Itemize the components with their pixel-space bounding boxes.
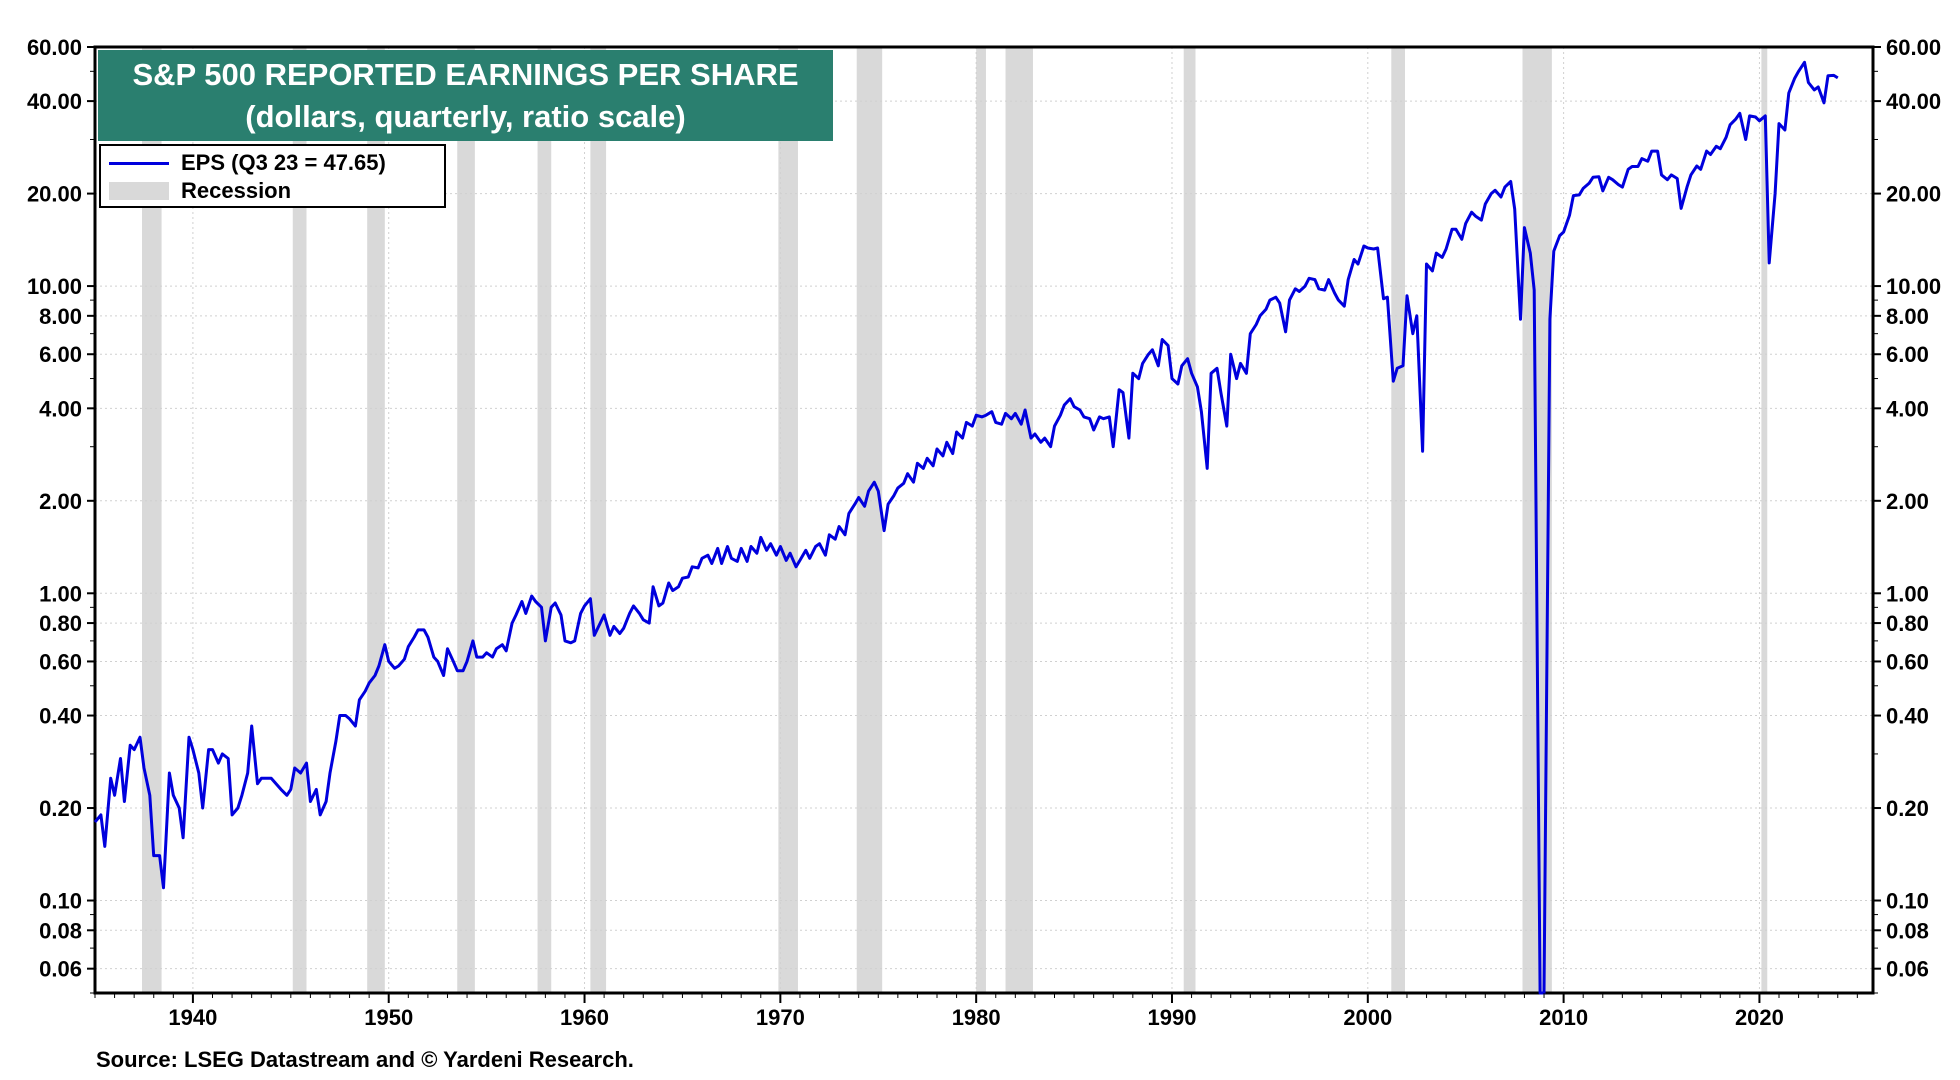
chart-title: S&P 500 REPORTED EARNINGS PER SHARE [132,57,799,92]
x-tick-label: 2010 [1539,1005,1588,1030]
y-tick-label-right: 0.40 [1886,704,1929,729]
y-tick-label-left: 0.10 [39,889,82,914]
y-tick-label-left: 4.00 [39,396,82,421]
y-tick-label-right: 60.00 [1886,35,1941,60]
y-tick-label-left: 10.00 [27,274,82,299]
y-tick-label-right: 40.00 [1886,89,1941,114]
recession-band-1 [292,47,307,993]
x-tick-label: 1950 [364,1005,413,1030]
y-tick-label-right: 0.80 [1886,611,1929,636]
legend: EPS (Q3 23 = 47.65) Recession [99,144,446,208]
x-tick-label: 2000 [1343,1005,1392,1030]
y-tick-label-right: 0.20 [1886,796,1929,821]
y-tick-label-right: 0.08 [1886,918,1929,943]
y-tick-label-right: 6.00 [1886,342,1929,367]
y-tick-label-right: 0.10 [1886,889,1929,914]
recession-band-3 [457,47,475,993]
y-tick-label-left: 0.60 [39,649,82,674]
recession-band-5 [590,47,607,993]
plot-frame [93,45,1875,995]
y-tick-label-right: 8.00 [1886,304,1929,329]
y-tick-label-left: 0.06 [39,957,82,982]
y-tick-label-right: 20.00 [1886,182,1941,207]
y-tick-label-right: 2.00 [1886,489,1929,514]
y-axis-right: 60.00 40.00 20.00 10.00 8.00 6.00 4.00 2.00 1.00… [1873,35,1941,994]
legend-recession-label: Recession [181,178,292,203]
y-tick-label-right: 1.00 [1886,581,1929,606]
y-tick-label-left: 6.00 [39,342,82,367]
recession-band-13 [1761,47,1768,993]
y-axis-left: 60.00 40.00 20.00 10.00 8.00 6.00 4.00 2.00 1.00… [27,35,95,994]
source-note: Source: LSEG Datastream and © Yardeni Re… [96,1047,634,1072]
legend-recession-swatch [109,182,169,200]
series-line-eps [93,60,1839,995]
y-tick-label-right: 0.60 [1886,649,1929,674]
recession-band-0 [141,47,162,993]
x-tick-label: 1960 [560,1005,609,1030]
recession-bands [141,47,1768,993]
y-tick-label-left: 0.20 [39,796,82,821]
x-tick-label: 2020 [1735,1005,1784,1030]
y-tick-label-left: 0.08 [39,918,82,943]
y-tick-label-left: 20.00 [27,182,82,207]
legend-eps-swatch [109,161,169,165]
y-tick-label-left: 1.00 [39,581,82,606]
x-tick-label: 1980 [952,1005,1001,1030]
series-layer [93,60,1839,995]
legend-item-eps: EPS (Q3 23 = 47.65) [109,150,386,176]
y-tick-label-left: 40.00 [27,89,82,114]
y-tick-label-left: 2.00 [39,489,82,514]
x-tick-label: 1990 [1148,1005,1197,1030]
y-tick-label-left: 0.80 [39,611,82,636]
recession-band-10 [1183,47,1196,993]
recession-band-7 [856,47,883,993]
recession-band-2 [367,47,385,993]
y-tick-label-left: 60.00 [27,35,82,60]
x-tick-label: 1970 [756,1005,805,1030]
recession-band-11 [1391,47,1406,993]
recession-band-8 [976,47,986,993]
recession-band-9 [1005,47,1033,993]
y-tick-label-left: 0.40 [39,704,82,729]
y-tick-label-right: 0.06 [1886,957,1929,982]
y-tick-label-right: 4.00 [1886,396,1929,421]
legend-item-recession: Recession [109,178,291,204]
chart-subtitle: (dollars, quarterly, ratio scale) [245,99,686,134]
x-tick-label: 1940 [168,1005,217,1030]
legend-eps-label: EPS (Q3 23 = 47.65) [181,150,386,175]
y-tick-label-left: 8.00 [39,304,82,329]
x-axis: 1940 1950 1960 1970 1980 1990 2000 2010 2020 [94,993,1858,1030]
gridlines [95,46,1873,993]
recession-band-6 [778,47,798,993]
chart-title-box: S&P 500 REPORTED EARNINGS PER SHARE (dol… [98,50,833,141]
recession-band-4 [537,47,552,993]
y-tick-label-right: 10.00 [1886,274,1941,299]
